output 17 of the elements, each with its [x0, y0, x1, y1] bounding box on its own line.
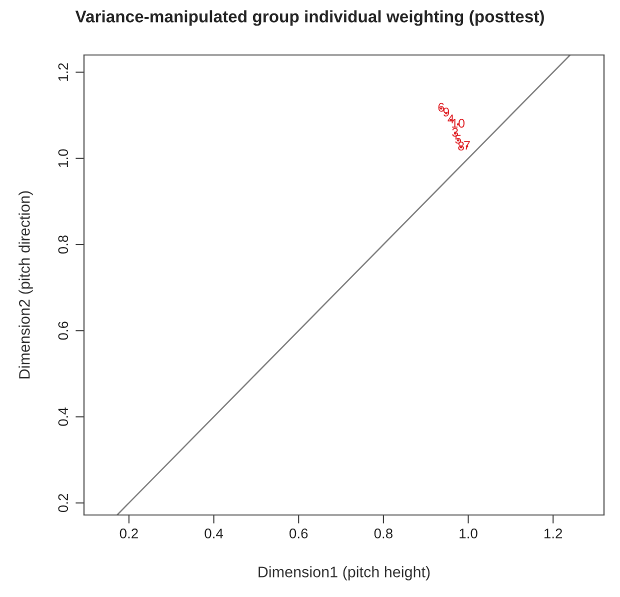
x-tick-label: 0.4 [204, 528, 224, 538]
x-tick-label: 0.6 [290, 528, 308, 538]
chart-title: Variance-manipulated group individual weighting (posttest) [75, 10, 544, 26]
x-tick-label: 1.2 [544, 528, 562, 538]
x-tick-label: 0.8 [374, 528, 392, 538]
y-tick-label: 1.2 [58, 63, 68, 81]
y-tick-label: 0.6 [58, 322, 68, 340]
annotation: 10 [452, 118, 465, 128]
y-tick-label: 0.8 [58, 235, 68, 254]
y-tick-label: 0.4 [58, 408, 68, 426]
y-tick-label: 0.2 [58, 494, 68, 512]
x-tick-label: 0.2 [120, 528, 138, 538]
y-tick-label: 1.0 [58, 149, 68, 167]
x-tick-label: 1.0 [460, 528, 478, 538]
y-axis-title: Dimension2 (pitch direction) [18, 191, 33, 378]
x-axis-title: Dimension1 (pitch height) [258, 566, 430, 580]
annotation: 6 [438, 102, 444, 112]
